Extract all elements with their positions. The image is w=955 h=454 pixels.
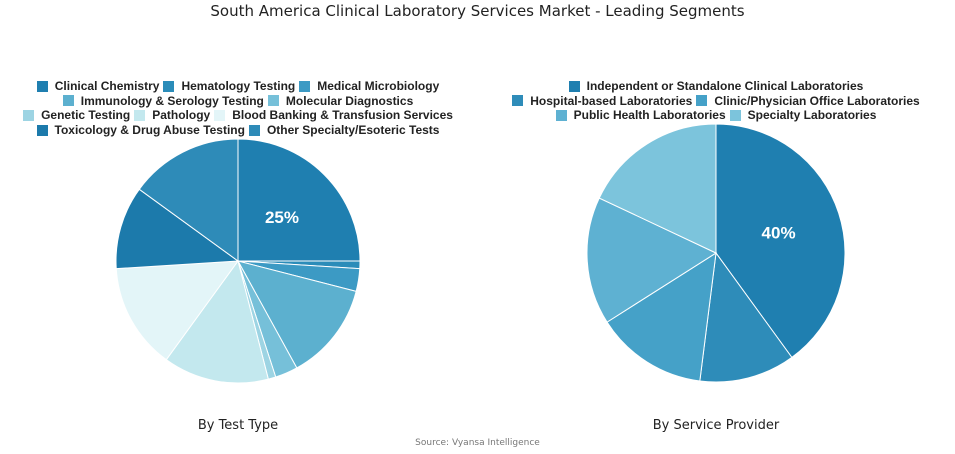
legend-label: Specialty Laboratories	[747, 108, 877, 123]
legend-swatch	[696, 95, 708, 107]
legend-item[interactable]: Molecular Diagnostics	[267, 93, 414, 109]
legend-swatch	[568, 80, 580, 92]
pie-slice-immunology-serology-testing[interactable]	[237, 260, 357, 369]
legend-label: Other Specialty/Esoteric Tests	[266, 122, 440, 137]
legend-item[interactable]: Pathology	[134, 108, 210, 123]
legend-swatch	[299, 80, 311, 92]
legend-item[interactable]: Clinic/Physician Office Laboratories	[696, 93, 920, 109]
source-note: Source: Vyansa Intelligence	[415, 438, 540, 448]
legend-test-type: Clinical Chemistry Hematology Testing Medi…	[13, 79, 463, 137]
legend-label: Medical Microbiology	[317, 79, 440, 93]
legend-swatch	[134, 109, 146, 121]
legend-item[interactable]: Medical Microbiology	[299, 79, 439, 94]
legend-service-provider: Independent or Standalone Clinical Labor…	[481, 79, 951, 123]
legend-swatch	[512, 95, 524, 107]
legend-label: Independent or Standalone Clinical Labor…	[586, 79, 864, 93]
legend-label: Molecular Diagnostics	[285, 93, 414, 108]
legend-item[interactable]: Specialty Laboratories	[729, 108, 877, 123]
pie-slice-toxicology-drug-abuse-testing[interactable]	[115, 188, 240, 270]
data-label: 40%	[762, 224, 796, 243]
legend-label: Hematology Testing	[181, 79, 296, 93]
legend-label: Immunology & Serology Testing	[80, 93, 264, 108]
data-label: 25%	[265, 208, 299, 227]
pie-slice-public-health-laboratories[interactable]	[586, 197, 718, 323]
legend-label: Clinical Chemistry	[54, 79, 160, 93]
pie-slice-hospital-based-laboratories[interactable]	[699, 251, 793, 383]
pie-slice-pathology[interactable]	[165, 259, 269, 384]
legend-item[interactable]: Blood Banking & Transfusion Services	[214, 108, 453, 123]
legend-swatch	[729, 109, 741, 121]
chart-title: South America Clinical Laboratory Servic…	[210, 2, 745, 20]
legend-item[interactable]: Public Health Laboratories	[555, 108, 726, 123]
legend-swatch	[163, 80, 175, 92]
pie-slice-blood-banking-transfusion-services[interactable]	[115, 260, 240, 361]
legend-swatch	[62, 95, 74, 107]
legend-item[interactable]: Hospital-based Laboratories	[512, 94, 692, 109]
legend-label: Pathology	[152, 108, 211, 123]
legend-item[interactable]: Hematology Testing	[163, 79, 295, 94]
legend-swatch	[214, 109, 226, 121]
caption-service-provider: By Service Provider	[652, 418, 780, 433]
legend-label: Blood Banking & Transfusion Services	[232, 108, 453, 123]
legend-item[interactable]: Other Specialty/Esoteric Tests	[248, 122, 440, 138]
legend-swatch	[267, 95, 279, 107]
legend-swatch	[23, 109, 35, 121]
legend-item[interactable]: Genetic Testing	[23, 108, 130, 123]
pie-slice-independent-or-standalone-clinical-laboratories[interactable]	[715, 123, 846, 359]
caption-test-type: By Test Type	[197, 418, 279, 433]
pie-slice-specialty-laboratories[interactable]	[598, 123, 717, 254]
legend-label: Toxicology & Drug Abuse Testing	[54, 122, 245, 137]
pie-slice-clinical-chemistry[interactable]	[237, 138, 361, 262]
legend-item[interactable]: Immunology & Serology Testing	[62, 93, 264, 109]
legend-label: Clinic/Physician Office Laboratories	[714, 93, 920, 108]
legend-item[interactable]: Clinical Chemistry	[36, 79, 160, 94]
legend-swatch	[555, 109, 567, 121]
pie-slice-clinic-physician-office-laboratories[interactable]	[606, 252, 717, 382]
legend-swatch	[36, 80, 48, 92]
legend-label: Public Health Laboratories	[573, 108, 726, 123]
legend-swatch	[36, 124, 48, 136]
legend-item[interactable]: Toxicology & Drug Abuse Testing	[36, 122, 245, 138]
legend-label: Genetic Testing	[41, 108, 131, 123]
pie-slice-other-specialty-esoteric-tests[interactable]	[138, 138, 239, 262]
legend-item[interactable]: Independent or Standalone Clinical Labor…	[568, 79, 864, 94]
legend-label: Hospital-based Laboratories	[530, 93, 693, 108]
legend-swatch	[248, 124, 260, 136]
